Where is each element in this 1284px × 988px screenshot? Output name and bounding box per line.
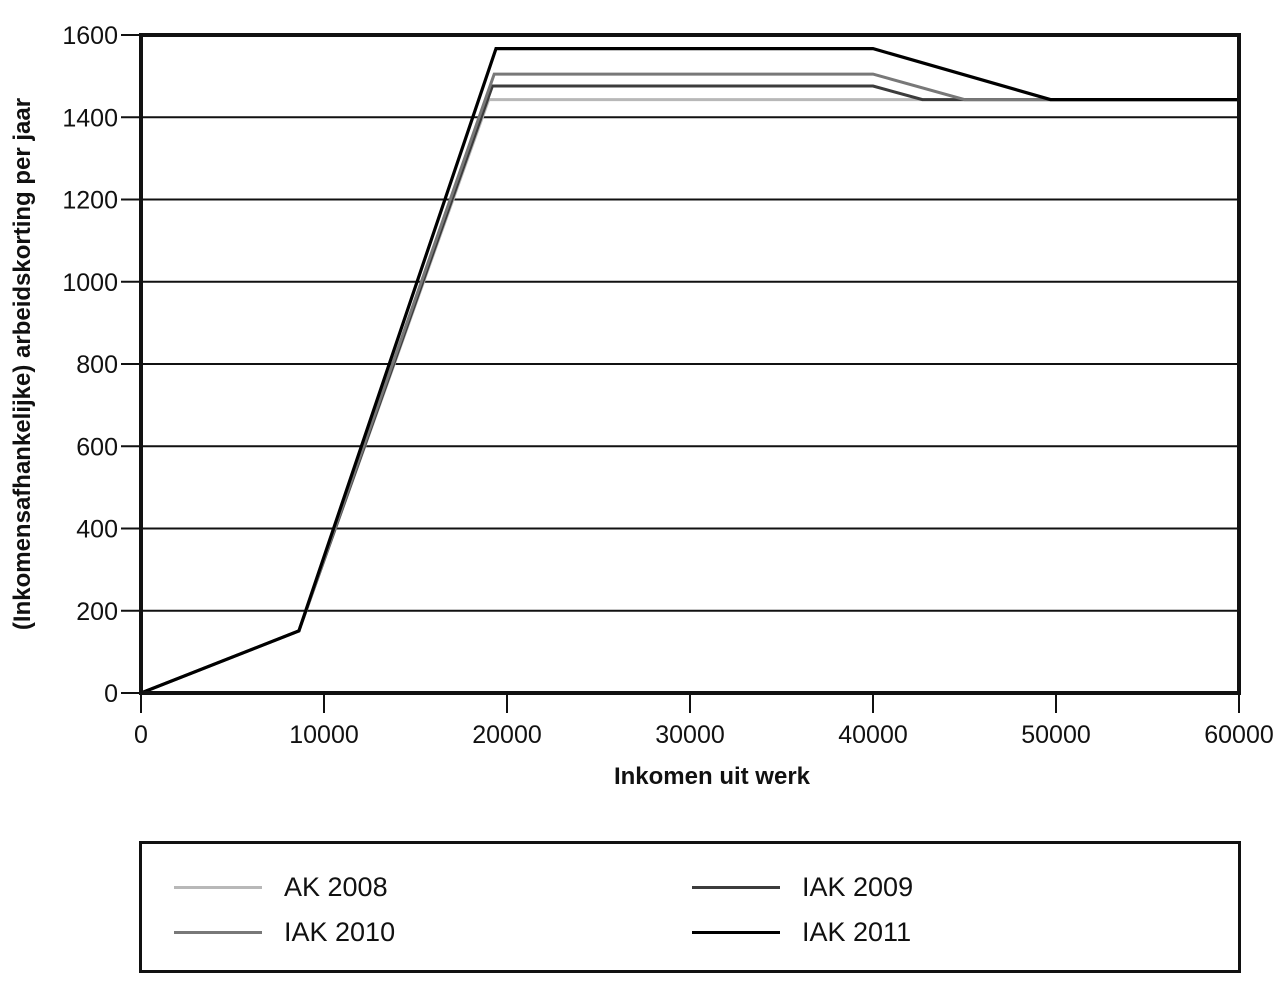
legend-label: IAK 2011 bbox=[802, 916, 912, 947]
y-axis-ticks: 0 200 400 600 800 1000 1200 1400 1600 bbox=[62, 22, 141, 708]
data-series bbox=[140, 46, 1239, 695]
y-axis-title: (Inkomensafhankelijke) arbeidskorting pe… bbox=[9, 98, 36, 630]
legend: AK 2008 IAK 2009 IAK 2010 IAK 2011 bbox=[139, 841, 1241, 973]
y-tick-label: 1400 bbox=[62, 104, 118, 132]
series-line-iak-2011 bbox=[140, 46, 1239, 695]
x-tick-label: 50000 bbox=[1021, 721, 1091, 749]
series-line-iak-2009 bbox=[140, 84, 1239, 695]
series-line-iak-2010 bbox=[140, 72, 1239, 695]
y-tick-label: 800 bbox=[76, 351, 118, 379]
x-tick-label: 10000 bbox=[289, 721, 359, 749]
legend-label: IAK 2010 bbox=[284, 916, 396, 947]
legend-item-iak-2010: IAK 2010 bbox=[174, 917, 395, 947]
series-line-ak-2008 bbox=[140, 98, 1239, 695]
x-tick-label: 60000 bbox=[1204, 721, 1274, 749]
x-tick-label: 40000 bbox=[838, 721, 908, 749]
legend-swatch bbox=[692, 885, 780, 889]
plot-frame bbox=[139, 33, 1241, 695]
legend-swatch bbox=[174, 930, 262, 934]
y-tick-label: 0 bbox=[104, 680, 118, 708]
line-chart: 0 200 400 600 800 1000 1200 1400 1600 0 10000 2000… bbox=[9, 22, 1274, 790]
y-tick-label: 1200 bbox=[62, 187, 118, 215]
x-tick-label: 20000 bbox=[472, 721, 542, 749]
x-axis-title: Inkomen uit werk bbox=[614, 763, 811, 790]
legend-swatch bbox=[692, 930, 780, 934]
legend-label: AK 2008 bbox=[284, 871, 388, 902]
legend-item-iak-2011: IAK 2011 bbox=[692, 917, 911, 947]
y-tick-label: 400 bbox=[76, 516, 118, 544]
legend-swatch bbox=[174, 885, 262, 889]
y-tick-label: 600 bbox=[76, 433, 118, 461]
legend-item-iak-2009: IAK 2009 bbox=[692, 872, 913, 902]
y-tick-label: 200 bbox=[76, 598, 118, 626]
x-tick-label: 0 bbox=[134, 721, 148, 749]
legend-label: IAK 2009 bbox=[802, 871, 914, 902]
x-tick-label: 30000 bbox=[655, 721, 725, 749]
y-tick-label: 1000 bbox=[62, 269, 118, 297]
legend-item-ak-2008: AK 2008 bbox=[174, 872, 388, 902]
x-axis-ticks: 0 10000 20000 30000 40000 50000 60000 bbox=[134, 693, 1274, 749]
y-tick-label: 1600 bbox=[62, 22, 118, 50]
gridlines bbox=[141, 116, 1239, 612]
